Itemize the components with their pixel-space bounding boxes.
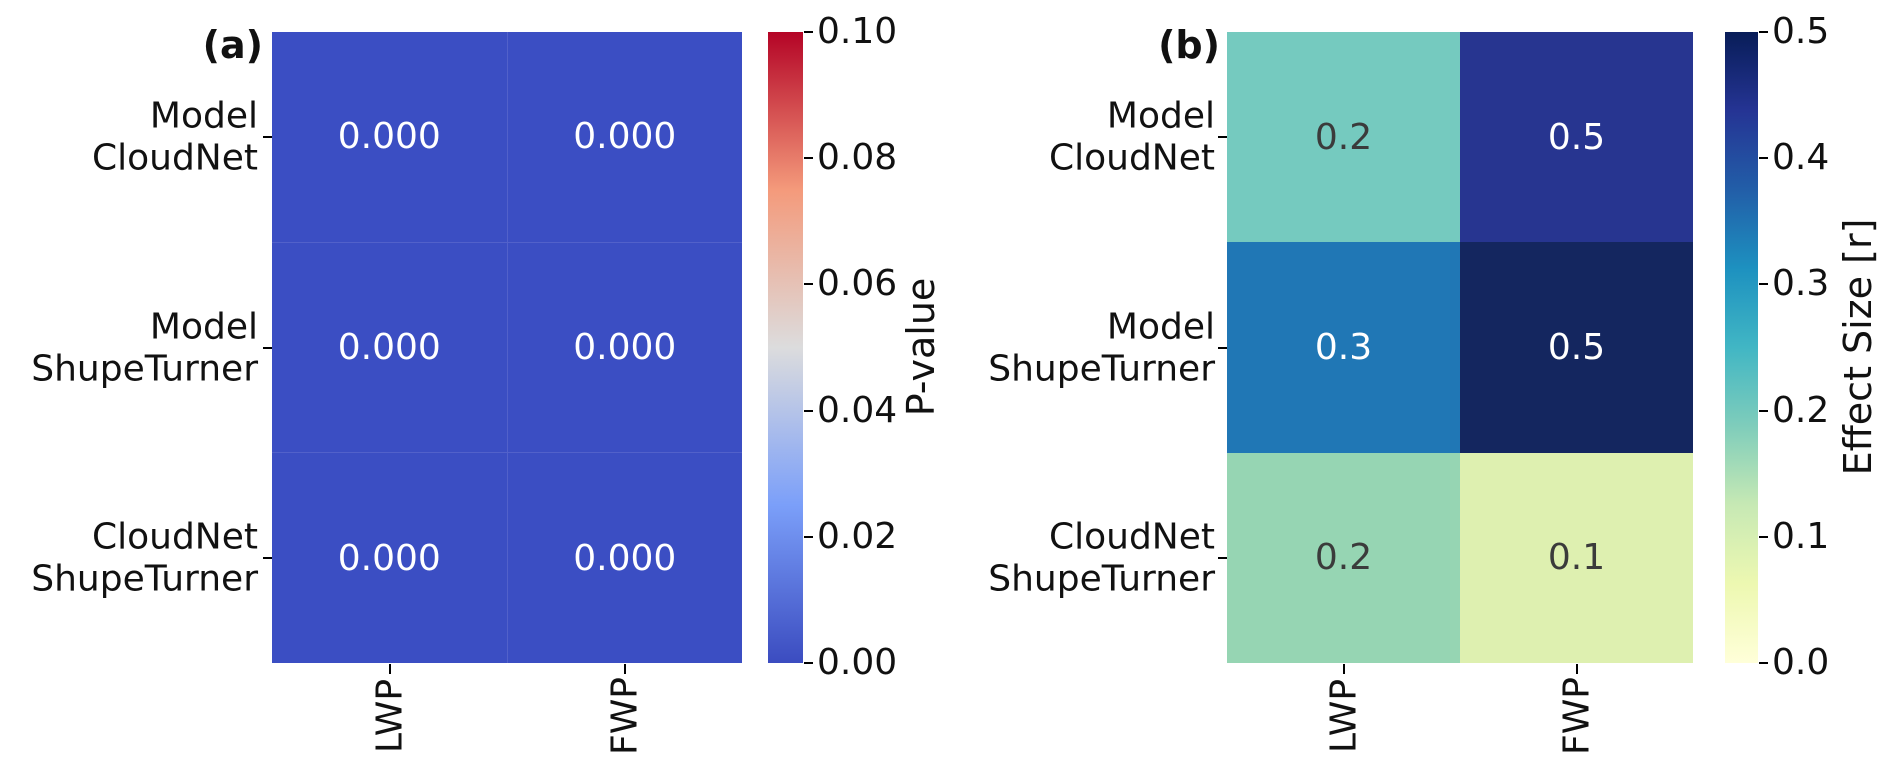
- colorbar-tick-label: 0.04: [817, 390, 898, 431]
- colorbar-tick-mark: [804, 157, 813, 159]
- x-axis-tick-mark: [624, 664, 626, 674]
- colorbar-tick-mark: [1759, 283, 1768, 285]
- colorbar-tick-mark: [1759, 536, 1768, 538]
- panel-a-heatmap: 0.000 0.000 0.000 0.000 0.000 0.000: [272, 32, 742, 663]
- row-label-line: Model: [1106, 306, 1215, 348]
- panel-a-col-label-fwp: FWP: [604, 676, 646, 756]
- colorbar-tick-label: 0.5: [1772, 11, 1830, 52]
- panel-a-colorbar: [768, 32, 803, 663]
- row-label-line: ShupeTurner: [988, 348, 1215, 389]
- panel-b-heatmap: 0.2 0.5 0.3 0.5 0.2 0.1: [1227, 32, 1693, 663]
- panel-a-row-label-model-shupeturner: Model ShupeTurner: [0, 306, 258, 390]
- colorbar-tick-mark: [1759, 31, 1768, 33]
- colorbar-tick-mark: [804, 283, 813, 285]
- panel-b-row-label-cloudnet-shupeturner: CloudNet ShupeTurner: [880, 516, 1215, 600]
- heatmap-cell: 0.5: [1460, 32, 1693, 243]
- colorbar-tick-mark: [1759, 410, 1768, 412]
- panel-a-row-label-model-cloudnet: Model CloudNet: [0, 95, 258, 179]
- x-axis-tick-mark: [1576, 664, 1578, 674]
- colorbar-tick-label: 0.06: [817, 263, 898, 304]
- panel-b-title: (b): [1158, 23, 1220, 67]
- row-label-line: ShupeTurner: [988, 558, 1215, 599]
- heatmap-cell: 0.000: [507, 32, 742, 242]
- heatmap-cell: 0.000: [272, 242, 507, 453]
- y-axis-tick-mark: [263, 136, 272, 138]
- y-axis-tick-mark: [1218, 557, 1227, 559]
- heatmap-cell: 0.000: [272, 32, 507, 242]
- colorbar-tick-label: 0.10: [817, 11, 898, 52]
- colorbar-tick-label: 0.4: [1772, 137, 1830, 178]
- colorbar-tick-label: 0.1: [1772, 516, 1830, 557]
- heatmap-cell: 0.000: [507, 453, 742, 663]
- colorbar-tick-label: 0.0: [1772, 642, 1830, 683]
- row-label-line: ShupeTurner: [31, 348, 258, 389]
- row-label-line: CloudNet: [1048, 516, 1215, 558]
- x-axis-tick-mark: [389, 664, 391, 674]
- colorbar-tick-mark: [804, 31, 813, 33]
- panel-a-title: (a): [202, 23, 263, 67]
- colorbar-tick-label: 0.3: [1772, 263, 1830, 304]
- row-label-line: ShupeTurner: [31, 558, 258, 599]
- colorbar-tick-label: 0.2: [1772, 390, 1830, 431]
- y-axis-tick-mark: [1218, 347, 1227, 349]
- y-axis-tick-mark: [263, 557, 272, 559]
- heatmap-cell: 0.2: [1227, 32, 1460, 243]
- panel-a-row-label-cloudnet-shupeturner: CloudNet ShupeTurner: [0, 516, 258, 600]
- x-axis-tick-mark: [1343, 664, 1345, 674]
- colorbar-tick-mark: [804, 662, 813, 664]
- heatmap-cell: 0.3: [1227, 242, 1460, 453]
- panel-b-row-label-model-cloudnet: Model CloudNet: [880, 95, 1215, 179]
- row-label-line: CloudNet: [91, 516, 258, 558]
- heatmap-cell: 0.000: [272, 453, 507, 663]
- colorbar-tick-mark: [804, 536, 813, 538]
- colorbar-tick-mark: [1759, 157, 1768, 159]
- heatmap-cell: 0.5: [1460, 242, 1693, 453]
- panel-b-col-label-fwp: FWP: [1556, 676, 1598, 756]
- row-label-line: CloudNet: [1048, 137, 1215, 178]
- y-axis-tick-mark: [1218, 136, 1227, 138]
- row-label-line: Model: [149, 306, 258, 348]
- y-axis-tick-mark: [263, 347, 272, 349]
- heatmap-cell: 0.1: [1460, 452, 1693, 663]
- row-label-line: Model: [149, 95, 258, 137]
- colorbar-tick-label: 0.00: [817, 642, 898, 683]
- panel-b-col-label-lwp: LWP: [1323, 678, 1365, 754]
- panel-b-colorbar: [1725, 32, 1758, 663]
- colorbar-tick-label: 0.08: [817, 137, 898, 178]
- panel-a-col-label-lwp: LWP: [369, 678, 411, 754]
- panel-b-colorbar-axis-label: Effect Size [r]: [1836, 218, 1880, 476]
- row-label-line: CloudNet: [91, 137, 258, 178]
- colorbar-tick-label: 0.02: [817, 516, 898, 557]
- row-label-line: Model: [1106, 95, 1215, 137]
- heatmap-cell: 0.000: [507, 242, 742, 453]
- colorbar-tick-mark: [1759, 662, 1768, 664]
- panel-b-row-label-model-shupeturner: Model ShupeTurner: [880, 306, 1215, 390]
- colorbar-tick-mark: [804, 410, 813, 412]
- heatmap-cell: 0.2: [1227, 452, 1460, 663]
